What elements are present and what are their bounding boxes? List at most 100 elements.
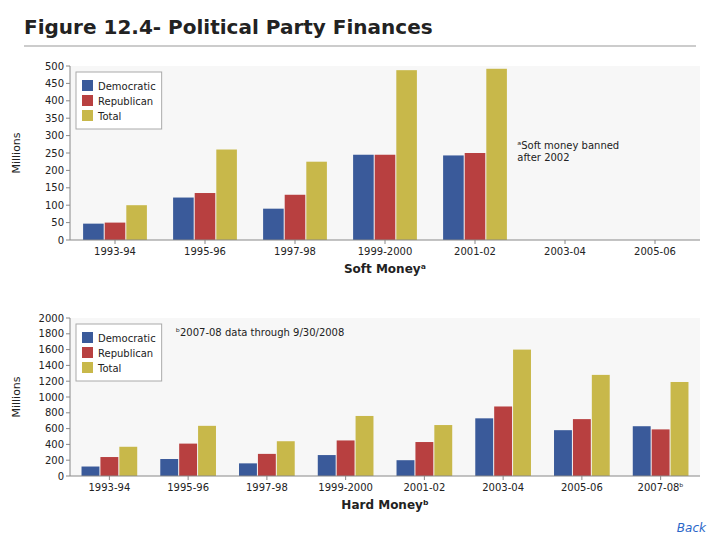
bar bbox=[179, 444, 197, 476]
bar bbox=[486, 69, 507, 240]
bar bbox=[513, 350, 531, 476]
bar bbox=[465, 153, 486, 240]
bars bbox=[82, 350, 689, 476]
x-tick bbox=[660, 476, 661, 480]
y-tick bbox=[66, 365, 70, 366]
x-axis-label: Hard Moneyᵇ bbox=[341, 498, 429, 512]
legend-frame bbox=[76, 72, 162, 129]
y-tick bbox=[66, 205, 70, 206]
x-tick-label: 2001-02 bbox=[454, 246, 496, 257]
bar bbox=[652, 429, 670, 476]
x-tick bbox=[424, 476, 425, 480]
y-tick-label: 1000 bbox=[39, 392, 64, 403]
bar bbox=[318, 455, 336, 476]
x-tick bbox=[109, 476, 110, 480]
bar bbox=[173, 198, 194, 240]
bar bbox=[396, 70, 417, 240]
x-axis-label: Soft Moneyᵃ bbox=[344, 262, 426, 276]
y-tick-label: 450 bbox=[45, 78, 64, 89]
y-tick-label: 600 bbox=[45, 423, 64, 434]
x-tick-label: 2003-04 bbox=[544, 246, 586, 257]
y-tick-label: 200 bbox=[45, 455, 64, 466]
legend: DemocraticRepublicanTotal bbox=[76, 72, 162, 129]
y-tick-label: 1400 bbox=[39, 360, 64, 371]
x-tick-label: 2005-06 bbox=[561, 482, 603, 493]
y-tick bbox=[66, 100, 70, 101]
x-tick bbox=[565, 240, 566, 244]
y-tick-label: 200 bbox=[45, 165, 64, 176]
x-tick-label: 1993-94 bbox=[94, 246, 136, 257]
bar bbox=[258, 454, 276, 476]
bar bbox=[633, 426, 651, 476]
chart: 0501001502002503003504004505001993-94199… bbox=[10, 61, 700, 277]
bar bbox=[83, 224, 104, 240]
y-tick bbox=[66, 397, 70, 398]
y-tick bbox=[66, 333, 70, 334]
x-axis bbox=[70, 476, 700, 477]
x-tick-label: 2001-02 bbox=[403, 482, 445, 493]
x-tick-label: 2007-08ᵇ bbox=[638, 482, 684, 493]
y-tick-label: 350 bbox=[45, 113, 64, 124]
y-tick-label: 1800 bbox=[39, 328, 64, 339]
annotation: ᵃSoft money bannedafter 2002 bbox=[517, 140, 619, 163]
x-tick-label: 1993-94 bbox=[88, 482, 130, 493]
y-tick bbox=[66, 66, 70, 67]
x-tick bbox=[475, 240, 476, 244]
title: Figure 12.4- Political Party Finances bbox=[24, 15, 433, 39]
y-tick bbox=[66, 153, 70, 154]
legend-entry: Republican bbox=[98, 348, 153, 359]
title-rule bbox=[24, 46, 696, 47]
bar bbox=[195, 193, 216, 240]
y-tick bbox=[66, 381, 70, 382]
bar bbox=[119, 447, 137, 476]
legend-entry: Republican bbox=[98, 96, 153, 107]
y-tick bbox=[66, 222, 70, 223]
legend-frame bbox=[76, 324, 162, 381]
y-tick bbox=[66, 460, 70, 461]
legend-swatch bbox=[82, 332, 93, 343]
x-tick bbox=[581, 476, 582, 480]
y-tick bbox=[66, 428, 70, 429]
legend-entry: Democratic bbox=[98, 333, 156, 344]
y-tick-label: 400 bbox=[45, 439, 64, 450]
x-tick bbox=[115, 240, 116, 244]
bar bbox=[306, 162, 327, 240]
annotation: ᵇ2007-08 data through 9/30/2008 bbox=[176, 327, 345, 338]
x-tick bbox=[385, 240, 386, 244]
bar bbox=[494, 406, 512, 476]
y-tick-label: 1200 bbox=[39, 376, 64, 387]
y-tick bbox=[66, 135, 70, 136]
y-tick-label: 50 bbox=[51, 217, 64, 228]
plot-area bbox=[70, 66, 700, 240]
bar bbox=[277, 441, 295, 476]
bar bbox=[475, 418, 493, 476]
y-axis-label: Millions bbox=[10, 132, 23, 173]
legend: Democratic Republican Total bbox=[76, 324, 162, 381]
legend-swatch bbox=[82, 95, 93, 106]
y-tick bbox=[66, 187, 70, 188]
x-tick-label: 2003-04 bbox=[482, 482, 524, 493]
x-tick-label: 1999-2000 bbox=[358, 246, 413, 257]
bar bbox=[105, 223, 126, 240]
x-tick bbox=[503, 476, 504, 480]
y-tick bbox=[66, 476, 70, 477]
y-axis-label: Millions bbox=[10, 376, 23, 417]
legend-entry: Total bbox=[97, 363, 121, 374]
x-tick bbox=[205, 240, 206, 244]
y-tick bbox=[66, 170, 70, 171]
bar bbox=[239, 463, 257, 476]
back-link[interactable]: Back bbox=[677, 521, 707, 535]
bar bbox=[216, 150, 237, 240]
bar bbox=[82, 467, 100, 476]
legend-swatch bbox=[82, 80, 93, 91]
legend-entry: Democratic bbox=[98, 81, 156, 92]
x-tick bbox=[345, 476, 346, 480]
bar bbox=[160, 459, 178, 476]
bar bbox=[397, 460, 415, 476]
y-tick-label: 800 bbox=[45, 407, 64, 418]
x-tick bbox=[266, 476, 267, 480]
y-tick-label: 300 bbox=[45, 130, 64, 141]
y-tick bbox=[66, 444, 70, 445]
bar bbox=[443, 155, 464, 240]
bar bbox=[592, 375, 610, 476]
